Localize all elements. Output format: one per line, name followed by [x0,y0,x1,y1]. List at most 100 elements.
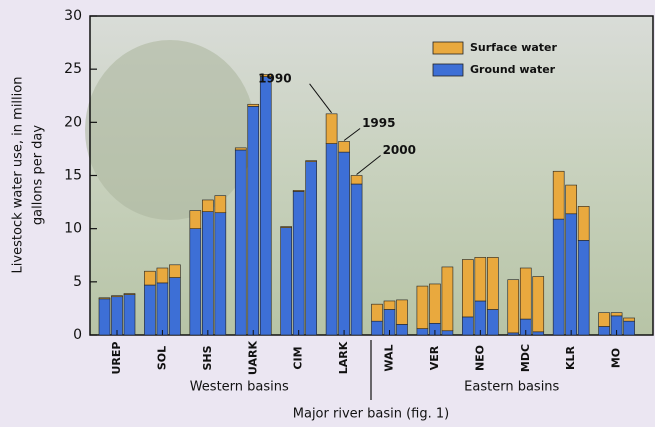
bar-segment [156,282,169,336]
bar-segment [462,316,474,336]
bar-segment [474,300,487,336]
y-tick-label: 30 [64,8,82,24]
bar-segment [156,267,169,284]
bar-segment [565,184,577,215]
x-tick-label: MDC [519,344,532,372]
bar-segment [552,218,565,336]
bar-segment [189,210,202,229]
bar-segment [280,227,292,336]
x-tick-label: VER [428,345,441,370]
bar-segment [371,320,383,336]
x-tick-label: SHS [201,345,214,370]
bar-segment [305,161,317,336]
bar-segment [325,143,338,336]
bar-segment [247,106,260,336]
x-tick-label: CIM [292,346,305,369]
y-tick-label: 5 [73,274,82,290]
legend-swatch [432,63,464,77]
bar-segment [565,213,577,336]
x-tick-label: NEO [473,345,486,371]
bar-segment [623,320,635,336]
bar-segment [396,299,408,325]
y-tick-label: 20 [64,114,82,130]
bar-segment [98,297,111,300]
y-tick-label: 15 [64,168,82,184]
bar-segment [123,293,136,295]
x-tick-label: LARK [337,341,350,374]
bar-segment [416,328,429,336]
bar-segment [189,228,202,336]
region-label: Eastern basins [464,380,559,395]
y-tick-label: 0 [73,327,82,343]
annotation-leader [343,128,361,141]
bar-segment [507,279,520,334]
y-axis-label: gallons per day [31,125,46,225]
y-tick-label: 10 [64,221,82,237]
bar-segment [202,199,214,212]
annotation: 1990 [258,71,291,85]
bar-segment [305,160,317,162]
bar-segment [123,294,136,336]
bar-segment [169,277,181,336]
bar-segment [598,326,610,336]
bar-segment [280,226,292,228]
bar-segment [441,266,454,332]
bar-segment [144,270,156,286]
bar-segment [111,295,123,298]
bar-segment [532,331,545,336]
bar-segment [214,212,227,336]
bar-segment [519,267,532,320]
x-axis-label: Major river basin (fig. 1) [293,407,449,422]
annotation: 2000 [383,143,416,157]
bar-segment [487,309,499,336]
x-tick-label: UREP [110,342,123,375]
bar-segment [507,332,520,336]
bar-segment [429,283,441,324]
bar-segment [577,240,590,336]
bar-segment [338,151,350,336]
bar-segment [350,175,363,185]
bar-segment [462,259,474,318]
y-tick-label: 25 [64,61,82,77]
bar-segment [202,211,214,336]
bar-segment [247,103,260,107]
bar-segment [416,285,429,329]
region-label: Western basins [190,380,289,395]
bar-segment [371,303,383,322]
background-tree [85,40,255,220]
annotation-leader [356,155,381,175]
bar-segment [292,190,305,192]
x-tick-label: SOL [155,346,168,370]
annotation-leader [309,83,332,114]
bar-segment [98,298,111,336]
legend-swatch [432,41,464,55]
bar-segment [234,149,247,336]
annotation: 1995 [362,116,395,130]
bar-segment [338,141,350,153]
bar-segment [169,264,181,278]
bar-segment [552,170,565,220]
bar-segment [610,312,623,317]
bar-segment [532,276,545,333]
x-tick-label: UARK [246,340,259,375]
bar-segment [623,317,635,322]
legend-label: Ground water [470,63,556,76]
bar-segment [396,324,408,336]
y-axis-label: Livestock water use, in million [11,77,26,274]
x-tick-label: WAL [383,344,396,371]
bar-segment [598,312,610,327]
bar-segment [111,296,123,336]
bar-segment [292,191,305,336]
x-tick-label: KLR [564,345,577,370]
bar-segment [383,300,396,310]
bar-segment [325,113,338,144]
bar-segment [259,74,272,77]
bar-segment [487,257,499,310]
bar-segment [474,257,487,302]
x-tick-label: MO [610,348,623,368]
legend-label: Surface water [470,41,558,54]
bar-segment [350,183,363,336]
bar-segment [577,206,590,241]
bar-segment [441,330,454,336]
